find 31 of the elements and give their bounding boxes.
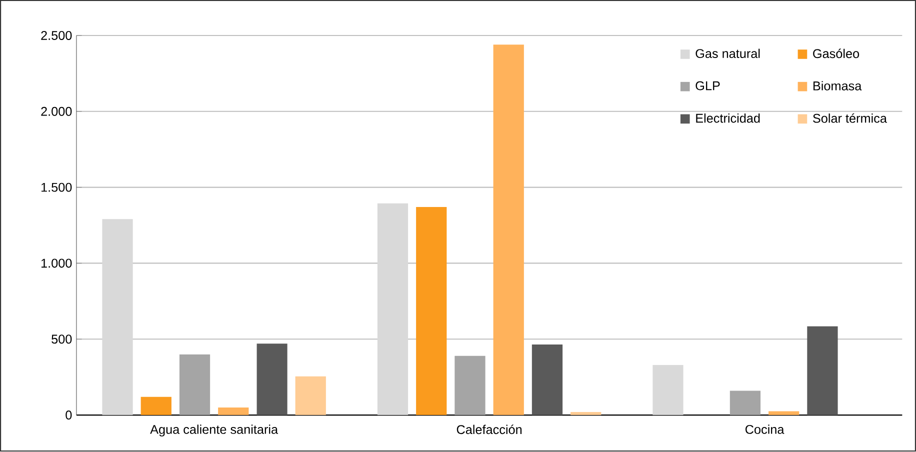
- bar: [140, 397, 172, 416]
- y-tick-label: 1.500: [41, 183, 72, 192]
- legend-label: Solar térmica: [813, 114, 887, 124]
- bar: [768, 411, 800, 416]
- bar: [295, 376, 326, 416]
- bar: [652, 365, 684, 416]
- legend-label: Electricidad: [696, 114, 760, 123]
- legend-label: Biomasa: [813, 81, 862, 91]
- y-tick-label: 2.500: [41, 31, 72, 40]
- bar: [102, 219, 133, 416]
- legend-label: Gas natural: [696, 48, 760, 58]
- legend-label: GLP: [696, 81, 720, 90]
- bar: [256, 344, 288, 416]
- y-tick-label: 500: [52, 334, 72, 344]
- y-tick-label: 2.000: [41, 107, 72, 116]
- x-tick-label: Cocina: [745, 424, 784, 434]
- bar: [532, 344, 563, 416]
- legend-label: Gasóleo: [813, 48, 860, 58]
- bar: [416, 207, 447, 416]
- bar: [730, 390, 761, 416]
- x-tick-label: Calefacción: [456, 424, 522, 434]
- y-tick-label: 0: [66, 410, 72, 420]
- bar: [570, 412, 602, 416]
- bar: [493, 44, 524, 416]
- x-tick-label: Agua caliente sanitaria: [150, 424, 278, 437]
- y-tick-label: 1.000: [41, 258, 72, 268]
- bar: [454, 356, 486, 416]
- bar: [218, 408, 249, 416]
- bar: [179, 354, 210, 416]
- bar: [807, 326, 838, 416]
- bar: [377, 203, 408, 416]
